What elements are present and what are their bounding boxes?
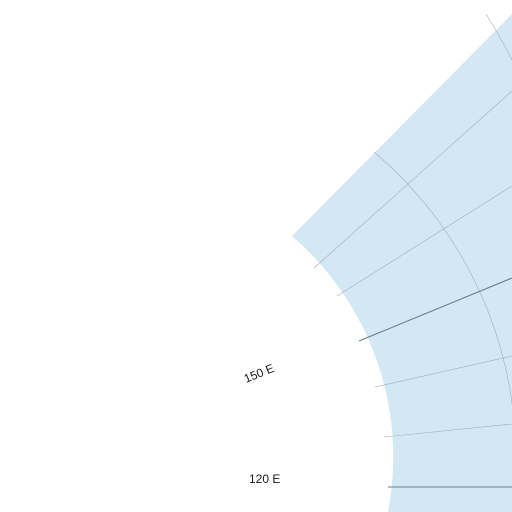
latitude-circle bbox=[373, 151, 512, 512]
meridian-line bbox=[374, 355, 512, 388]
meridian-line-major bbox=[358, 277, 512, 342]
meridian-line bbox=[313, 90, 512, 269]
graticule bbox=[313, 13, 512, 512]
longitude-label-150e: 150 E bbox=[242, 361, 276, 386]
meridian-line bbox=[383, 423, 512, 438]
meridian-line bbox=[336, 185, 512, 297]
ocean-region bbox=[292, 14, 512, 512]
longitude-label-120e: 120 E bbox=[249, 472, 280, 486]
longitude-labels: 150 E 120 E bbox=[242, 361, 280, 486]
